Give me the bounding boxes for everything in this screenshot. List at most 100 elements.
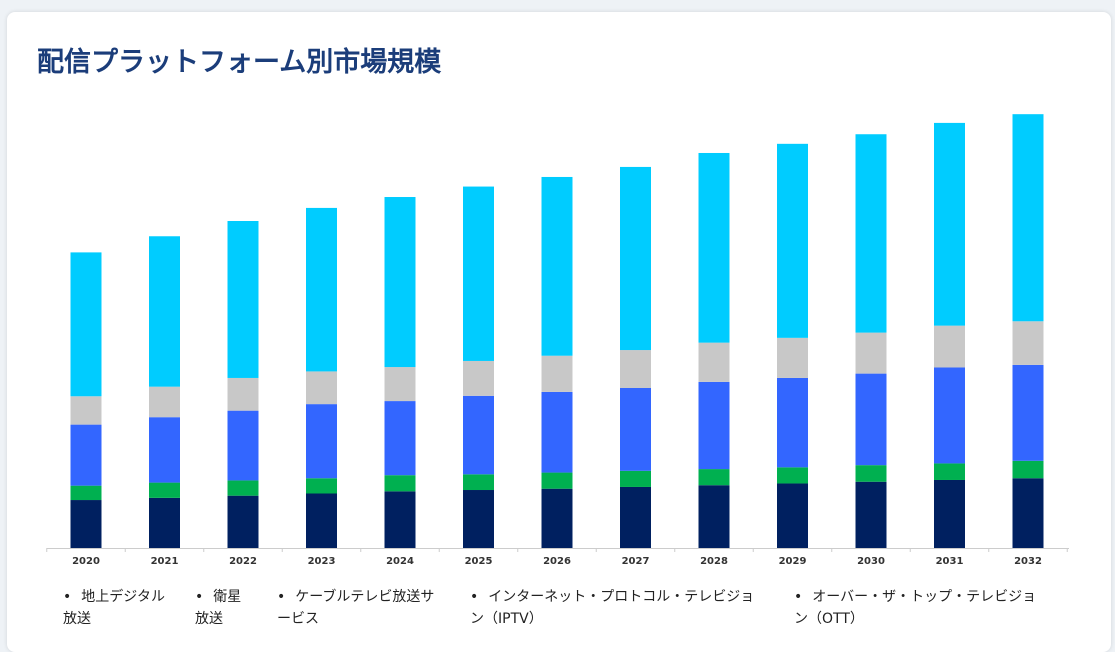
x-tick-label-2022: 2022 xyxy=(229,556,257,567)
stacked-bar-chart: 2020 2021 2022 2023 2024 2025 2026 2027 2028 2029… xyxy=(46,114,1069,567)
bar-segment-2031-series-0 xyxy=(934,479,965,548)
bar-segment-2026-series-2 xyxy=(541,391,573,473)
x-tick-label-2029: 2029 xyxy=(779,556,807,567)
bar-segment-2025-series-0 xyxy=(463,490,494,548)
bar-segment-2028-series-1 xyxy=(698,469,730,486)
bar-segment-2028-series-4 xyxy=(698,152,730,343)
x-tick-label-2028: 2028 xyxy=(700,556,728,567)
legend-label-line2: ン（OTT） xyxy=(794,611,864,627)
bar-segment-2029-series-4 xyxy=(777,143,808,338)
bar-segment-2031-series-2 xyxy=(934,367,965,464)
bar-segment-2025-series-3 xyxy=(463,360,494,396)
legend-item-iptv: • インターネット・プロトコル・テレビジョ ン（IPTV） xyxy=(470,586,754,630)
x-axis-ticks xyxy=(46,548,1068,552)
bar-segment-2029-series-2 xyxy=(777,377,808,468)
bullet-icon: • xyxy=(195,589,204,605)
chart-title: 配信プラットフォーム別市場規模 xyxy=(37,47,442,78)
bar-segment-2026-series-4 xyxy=(541,176,573,356)
bar-segment-2024-series-2 xyxy=(384,401,416,476)
x-tick-label-2020: 2020 xyxy=(72,556,100,567)
bar-segment-2021-series-0 xyxy=(149,497,180,548)
bar-segment-2022-series-0 xyxy=(227,495,259,548)
bar-segment-2022-series-3 xyxy=(227,377,259,411)
legend: • 地上デジタル 放送 • 衛星 放送 • ケーブルテレビ放送サ ービス • インターネ… xyxy=(7,586,1111,646)
legend-label-line1: オーバー・ザ・トップ・テレビジョ xyxy=(812,589,1037,605)
bar-segment-2028-series-2 xyxy=(698,381,730,470)
bar-segment-2032-series-4 xyxy=(1012,114,1044,322)
bar-segment-2023-series-0 xyxy=(306,493,337,548)
x-tick-label-2025: 2025 xyxy=(465,556,493,567)
bar-segment-2023-series-3 xyxy=(306,371,337,405)
x-tick-label-2026: 2026 xyxy=(543,556,571,567)
bar-segment-2020-series-1 xyxy=(70,485,102,501)
bar-segment-2022-series-1 xyxy=(227,480,259,496)
bar-segment-2029-series-0 xyxy=(777,483,808,548)
bar-segment-2026-series-3 xyxy=(541,355,573,392)
legend-item-satellite: • 衛星 放送 xyxy=(195,586,241,630)
bar-segment-2021-series-3 xyxy=(149,386,180,418)
legend-label-line1: インターネット・プロトコル・テレビジョ xyxy=(488,589,755,605)
bar-segment-2032-series-3 xyxy=(1012,321,1044,365)
bar-segment-2024-series-3 xyxy=(384,367,416,402)
legend-label-line2: ン（IPTV） xyxy=(470,611,543,627)
bar-segment-2024-series-4 xyxy=(384,197,416,368)
x-tick-label-2032: 2032 xyxy=(1014,556,1042,567)
bar-segment-2024-series-1 xyxy=(384,475,416,492)
bars-group xyxy=(70,114,1044,548)
bar-segment-2025-series-1 xyxy=(463,474,494,491)
bar-segment-2027-series-2 xyxy=(620,387,651,471)
bullet-icon: • xyxy=(794,589,803,605)
bar-segment-2027-series-3 xyxy=(620,350,651,388)
legend-item-ott: • オーバー・ザ・トップ・テレビジョ ン（OTT） xyxy=(794,586,1036,630)
bar-segment-2027-series-4 xyxy=(620,166,651,351)
bar-segment-2021-series-1 xyxy=(149,482,180,498)
bar-segment-2032-series-1 xyxy=(1012,460,1044,479)
bar-segment-2029-series-1 xyxy=(777,467,808,484)
bar-segment-2031-series-1 xyxy=(934,463,965,480)
legend-label-line2: ービス xyxy=(277,611,319,627)
bar-segment-2023-series-4 xyxy=(306,207,337,372)
bar-segment-2020-series-2 xyxy=(70,424,102,486)
bar-segment-2026-series-1 xyxy=(541,472,573,489)
bar-segment-2020-series-4 xyxy=(70,252,102,397)
bar-segment-2031-series-4 xyxy=(934,122,965,326)
bar-segment-2025-series-4 xyxy=(463,186,494,361)
bullet-icon: • xyxy=(277,589,286,605)
x-tick-label-2021: 2021 xyxy=(151,556,179,567)
bar-segment-2023-series-2 xyxy=(306,404,337,479)
x-tick-label-2030: 2030 xyxy=(857,556,885,567)
legend-label-line2: 放送 xyxy=(63,611,91,627)
bar-segment-2032-series-2 xyxy=(1012,364,1044,461)
bar-segment-2022-series-2 xyxy=(227,410,259,481)
bar-segment-2030-series-3 xyxy=(855,332,887,374)
bar-segment-2031-series-3 xyxy=(934,325,965,368)
bar-segment-2030-series-2 xyxy=(855,373,887,466)
legend-label-line2: 放送 xyxy=(195,611,223,627)
legend-item-terrestrial: • 地上デジタル 放送 xyxy=(63,586,165,630)
legend-item-cable: • ケーブルテレビ放送サ ービス xyxy=(277,586,434,630)
bar-segment-2021-series-2 xyxy=(149,417,180,483)
x-tick-label-2023: 2023 xyxy=(308,556,336,567)
bar-segment-2023-series-1 xyxy=(306,478,337,494)
bullet-icon: • xyxy=(470,589,479,605)
bar-segment-2027-series-1 xyxy=(620,470,651,487)
chart-card: 配信プラットフォーム別市場規模 2020 2021 2022 2023 2024 2025… xyxy=(7,12,1111,652)
bar-segment-2028-series-3 xyxy=(698,342,730,382)
bar-segment-2032-series-0 xyxy=(1012,478,1044,548)
bar-segment-2029-series-3 xyxy=(777,337,808,378)
bar-segment-2022-series-4 xyxy=(227,221,259,378)
x-tick-label-2027: 2027 xyxy=(622,556,650,567)
bar-segment-2021-series-4 xyxy=(149,236,180,387)
bar-segment-2030-series-4 xyxy=(855,134,887,333)
bar-segment-2024-series-0 xyxy=(384,491,416,548)
bar-segment-2030-series-1 xyxy=(855,465,887,482)
bar-segment-2020-series-3 xyxy=(70,396,102,425)
x-tick-label-2031: 2031 xyxy=(936,556,964,567)
bullet-icon: • xyxy=(63,589,72,605)
x-axis-tick-labels: 2020 2021 2022 2023 2024 2025 2026 2027 2028 2029… xyxy=(72,556,1042,567)
legend-label-line1: 衛星 xyxy=(213,589,242,605)
legend-label-line1: 地上デジタル xyxy=(81,589,165,605)
bar-segment-2025-series-2 xyxy=(463,395,494,475)
bar-segment-2028-series-0 xyxy=(698,485,730,548)
bar-segment-2020-series-0 xyxy=(70,500,102,548)
